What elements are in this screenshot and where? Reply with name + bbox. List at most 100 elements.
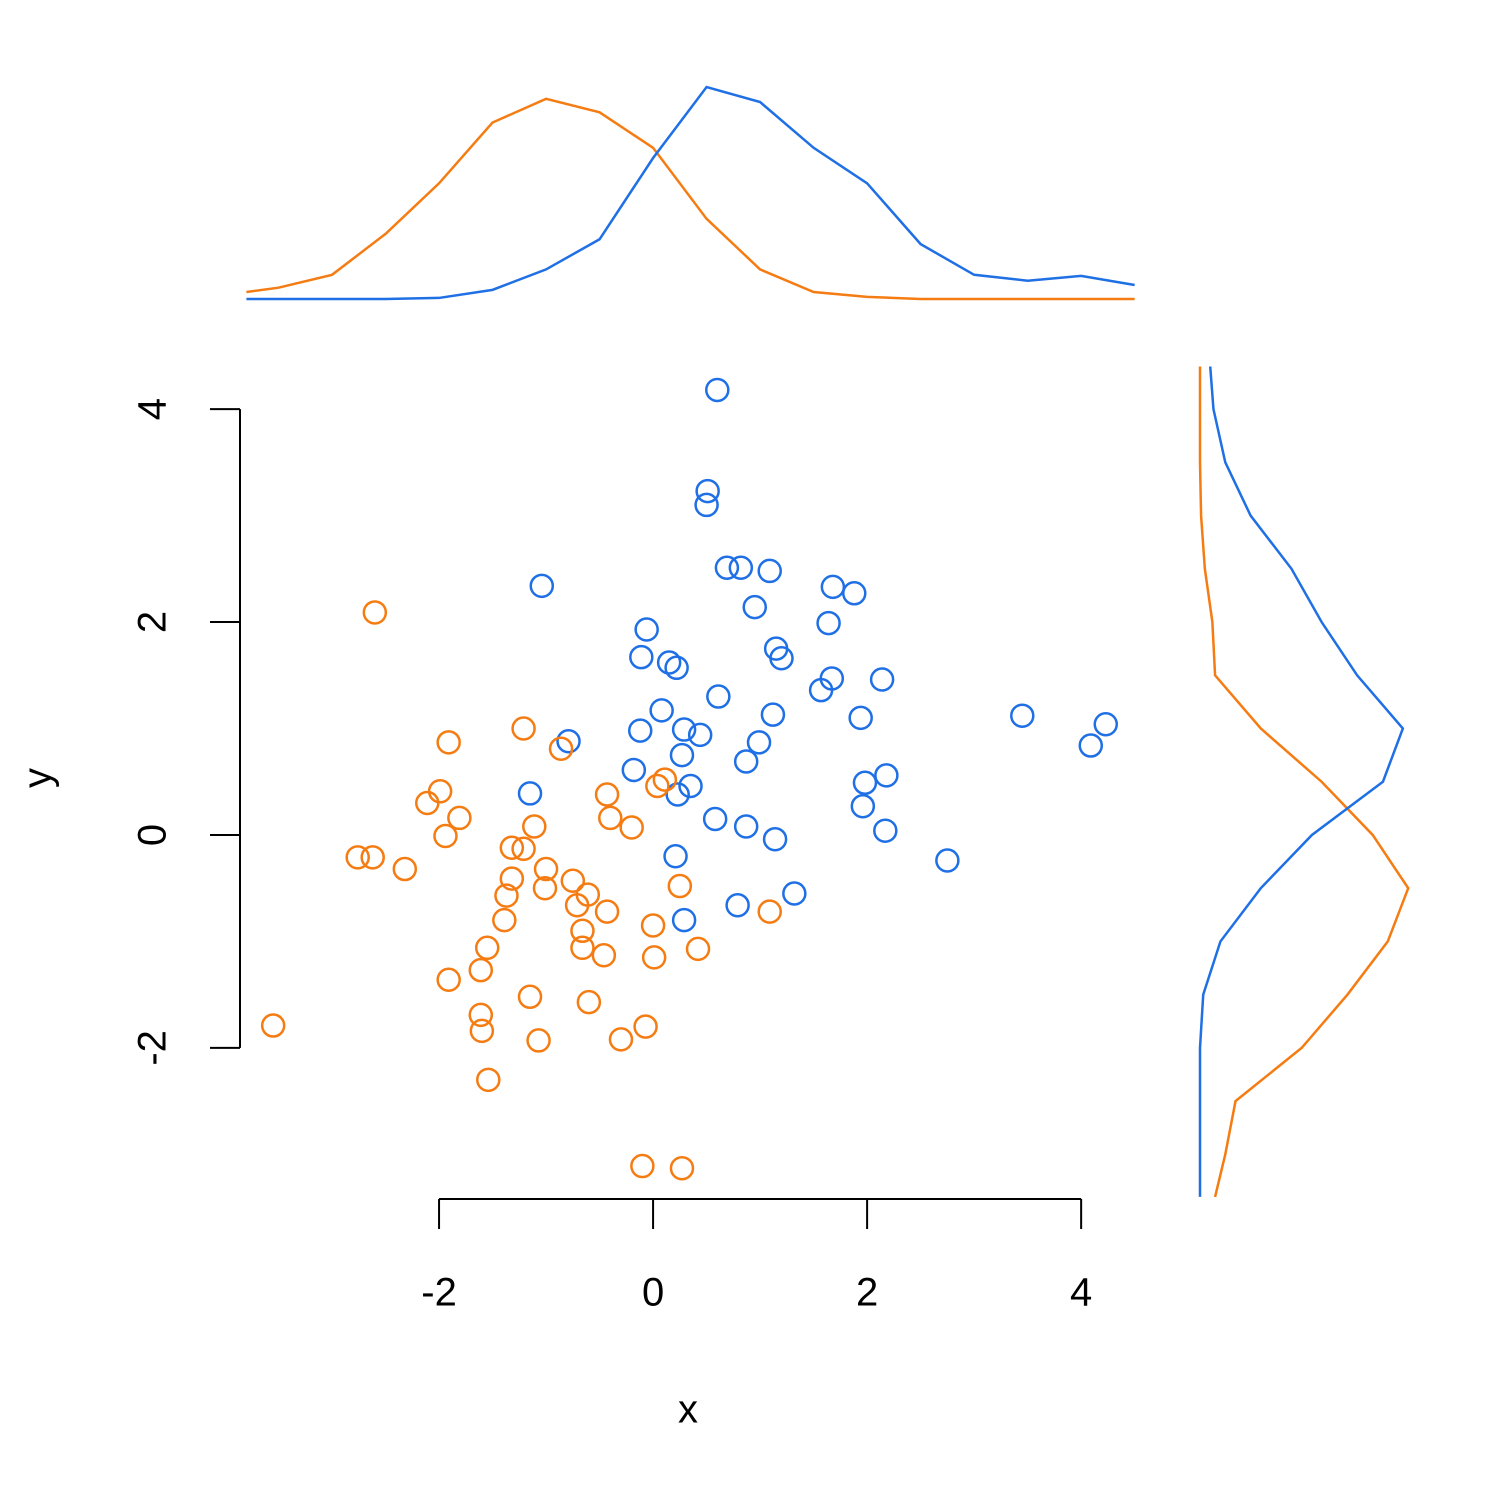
point	[687, 722, 713, 748]
point	[517, 984, 543, 1010]
point	[842, 581, 867, 606]
point	[433, 823, 458, 849]
point	[529, 573, 555, 599]
point	[560, 868, 586, 893]
point	[533, 856, 559, 882]
point	[757, 899, 782, 924]
point	[260, 1013, 286, 1038]
point	[762, 826, 788, 852]
point	[671, 907, 697, 933]
point	[362, 600, 388, 625]
point	[447, 805, 472, 831]
x-tick-label: 4	[1070, 1271, 1092, 1315]
top-density	[246, 85, 1135, 301]
point	[360, 845, 385, 870]
point	[522, 814, 547, 839]
point	[619, 815, 644, 840]
point	[640, 913, 666, 938]
point	[742, 594, 767, 620]
point	[532, 875, 558, 901]
point	[874, 763, 899, 788]
point	[760, 702, 786, 727]
y-tick-label: 4	[131, 398, 175, 420]
point	[808, 677, 834, 703]
point	[656, 650, 682, 675]
point	[678, 773, 703, 799]
y-tick-label: 2	[131, 611, 175, 633]
point	[499, 866, 525, 891]
point	[469, 1018, 495, 1044]
point	[1093, 711, 1119, 737]
point	[564, 892, 590, 918]
right-density	[1198, 366, 1410, 1198]
point	[621, 757, 647, 783]
point	[1078, 733, 1104, 758]
point	[714, 555, 740, 580]
point	[685, 936, 711, 962]
point	[848, 705, 873, 731]
point	[594, 899, 620, 924]
point	[1010, 703, 1035, 728]
point	[850, 793, 876, 819]
point	[733, 749, 759, 774]
x-axis-title: x	[678, 1388, 698, 1432]
point	[548, 736, 574, 761]
point	[706, 684, 731, 709]
y-axis-title: y	[16, 768, 60, 788]
point	[476, 1067, 501, 1093]
point	[468, 1002, 494, 1028]
point	[820, 574, 846, 600]
y-tick-label: 0	[131, 824, 175, 846]
point	[556, 729, 581, 754]
point	[705, 377, 730, 403]
point	[594, 782, 620, 807]
point	[427, 779, 453, 804]
point	[436, 967, 461, 992]
point	[608, 1027, 634, 1052]
point	[494, 883, 519, 908]
point	[852, 770, 878, 796]
point	[570, 935, 595, 961]
point	[511, 836, 536, 862]
point	[733, 814, 759, 839]
point	[511, 716, 536, 741]
point	[728, 555, 754, 580]
point	[667, 873, 693, 899]
point	[873, 818, 898, 843]
x-tick-label: 2	[856, 1271, 878, 1315]
point	[869, 667, 895, 692]
x-tick-label: 0	[642, 1271, 664, 1315]
point	[935, 848, 960, 873]
point	[641, 945, 667, 970]
point	[392, 856, 418, 882]
point	[746, 730, 772, 755]
point	[634, 617, 659, 642]
point	[570, 918, 595, 944]
point	[782, 881, 807, 906]
point	[633, 1014, 658, 1039]
point	[663, 844, 688, 869]
point	[345, 845, 370, 870]
point	[725, 892, 750, 918]
point	[474, 935, 500, 961]
right-density	[1198, 366, 1405, 1197]
point	[671, 717, 697, 742]
point	[598, 805, 623, 831]
point	[630, 1153, 655, 1179]
top-density	[246, 97, 1135, 301]
point	[769, 645, 794, 671]
point	[576, 989, 602, 1015]
point	[652, 767, 678, 792]
point	[694, 492, 719, 518]
point	[492, 907, 517, 933]
point	[627, 718, 653, 743]
point	[591, 943, 617, 968]
x-tick-label: -2	[421, 1271, 457, 1315]
point	[468, 957, 494, 983]
point	[517, 781, 543, 806]
point	[499, 835, 525, 860]
point	[669, 1155, 695, 1181]
point	[665, 782, 690, 807]
point	[629, 644, 654, 670]
